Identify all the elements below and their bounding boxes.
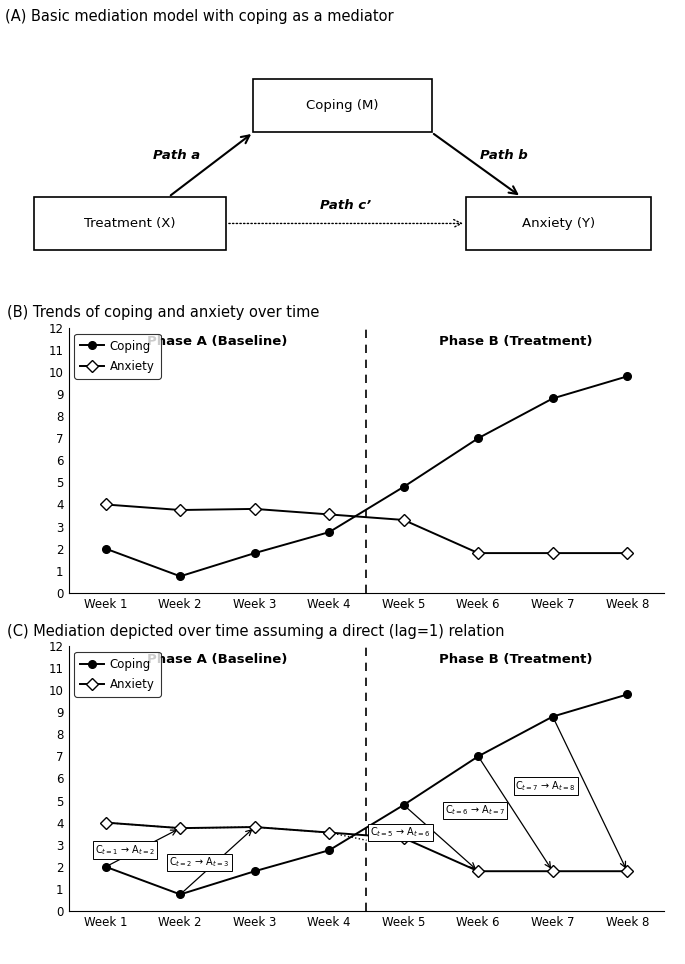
Coping	[474, 751, 482, 763]
Line: Anxiety: Anxiety	[101, 818, 632, 875]
Text: C$_{t=7}$ → A$_{t=8}$: C$_{t=7}$ → A$_{t=8}$	[515, 779, 576, 793]
Anxiety	[101, 817, 110, 828]
Line: Coping: Coping	[102, 372, 631, 580]
Text: (A) Basic mediation model with coping as a mediator: (A) Basic mediation model with coping as…	[5, 9, 394, 24]
Anxiety	[251, 503, 259, 515]
Anxiety	[176, 822, 184, 834]
Coping	[325, 844, 334, 856]
Coping	[623, 688, 632, 700]
Text: Path b: Path b	[480, 148, 527, 162]
Line: Coping: Coping	[102, 690, 631, 898]
Anxiety	[251, 821, 259, 833]
Bar	[466, 197, 651, 250]
Coping	[101, 861, 110, 872]
Coping	[623, 370, 632, 382]
Coping	[251, 866, 259, 877]
Coping	[251, 548, 259, 559]
Anxiety	[176, 504, 184, 516]
Text: Path a: Path a	[153, 148, 200, 162]
Line: Anxiety: Anxiety	[101, 500, 632, 557]
Anxiety	[474, 866, 482, 877]
Anxiety	[325, 827, 334, 839]
Text: C$_{t=2}$ → A$_{t=3}$: C$_{t=2}$ → A$_{t=3}$	[169, 855, 229, 870]
Anxiety	[399, 832, 408, 844]
Coping	[549, 392, 557, 404]
Text: Anxiety (Y): Anxiety (Y)	[522, 217, 595, 230]
Anxiety	[101, 498, 110, 510]
Coping	[399, 799, 408, 811]
Bar	[34, 197, 226, 250]
Text: Path c’: Path c’	[321, 199, 371, 212]
Text: Phase A (Baseline): Phase A (Baseline)	[147, 653, 288, 665]
Anxiety	[549, 548, 557, 559]
Coping	[474, 433, 482, 444]
Coping	[101, 543, 110, 554]
Text: Coping (M): Coping (M)	[306, 99, 379, 113]
Text: C$_{t=1}$ → A$_{t=2}$: C$_{t=1}$ → A$_{t=2}$	[95, 844, 155, 857]
Text: C$_{t=5}$ → A$_{t=6}$: C$_{t=5}$ → A$_{t=6}$	[370, 825, 431, 840]
Text: Phase A (Baseline): Phase A (Baseline)	[147, 335, 288, 347]
Anxiety	[474, 548, 482, 559]
Anxiety	[325, 509, 334, 521]
Coping	[549, 710, 557, 722]
Text: C$_{t=6}$ → A$_{t=7}$: C$_{t=6}$ → A$_{t=7}$	[445, 804, 506, 817]
Text: (C) Mediation depicted over time assuming a direct (lag=1) relation: (C) Mediation depicted over time assumin…	[7, 624, 504, 639]
Anxiety	[623, 548, 632, 559]
Legend: Coping, Anxiety: Coping, Anxiety	[75, 652, 160, 697]
Text: (B) Trends of coping and anxiety over time: (B) Trends of coping and anxiety over ti…	[7, 305, 319, 320]
Anxiety	[549, 866, 557, 877]
Coping	[176, 571, 184, 582]
Text: Phase B (Treatment): Phase B (Treatment)	[438, 653, 593, 665]
Anxiety	[399, 514, 408, 525]
Legend: Coping, Anxiety: Coping, Anxiety	[75, 334, 160, 379]
Text: Treatment (X): Treatment (X)	[84, 217, 176, 230]
Bar	[253, 79, 432, 132]
Coping	[325, 526, 334, 538]
Coping	[399, 481, 408, 493]
Anxiety	[623, 866, 632, 877]
Coping	[176, 889, 184, 900]
Text: Phase B (Treatment): Phase B (Treatment)	[438, 335, 593, 347]
